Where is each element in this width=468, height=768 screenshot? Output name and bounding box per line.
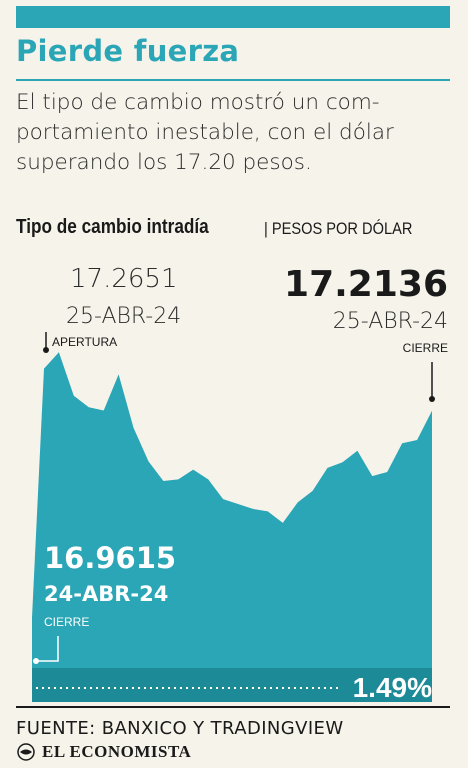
page-title: Pierde fuerza: [16, 34, 240, 68]
prev-close-label: CIERRE: [44, 615, 89, 629]
header-accent-bar: [16, 6, 450, 28]
prev-close-marker-line: [36, 636, 59, 662]
close-label: CIERRE: [403, 341, 448, 355]
prev-close-value: 16.9615: [44, 541, 176, 575]
publisher-logo: EL ECONOMISTA: [16, 742, 191, 762]
logo-icon: [17, 743, 35, 761]
chart-title: Tipo de cambio intradía: [16, 216, 209, 238]
publisher-name: EL ECONOMISTA: [42, 742, 192, 761]
exchange-rate-area: [32, 352, 432, 668]
close-marker-dot: [429, 396, 435, 402]
open-marker-dot: [43, 347, 49, 353]
open-label: APERTURA: [52, 335, 117, 349]
prev-close-marker-dot: [33, 658, 39, 664]
open-value: 17.2651: [70, 264, 178, 294]
prev-close-date: 24-ABR-24: [44, 582, 168, 606]
change-percent: 1.49%: [353, 672, 432, 703]
change-band: [32, 668, 432, 702]
footer-divider: [16, 706, 450, 708]
close-date: 25-ABR-24: [333, 309, 448, 334]
page-subtitle: El tipo de cambio mostró un com-portamie…: [16, 90, 394, 175]
open-date: 25-ABR-24: [66, 304, 181, 329]
chart-units: | PESOS POR DÓLAR: [264, 219, 413, 238]
source-note: FUENTE: BANXICO Y TRADINGVIEW: [16, 718, 344, 739]
title-divider: [16, 79, 450, 81]
close-value: 17.2136: [284, 264, 448, 305]
